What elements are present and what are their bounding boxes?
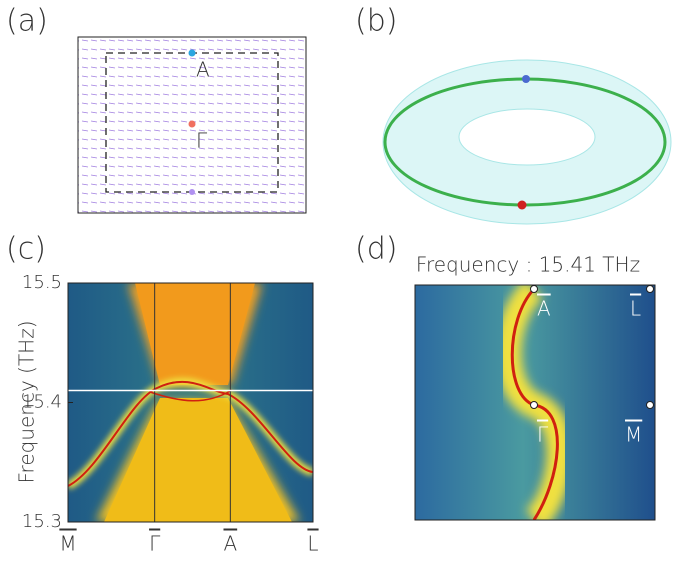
panel-label: (a) <box>6 4 48 39</box>
panel-label: (b) <box>355 4 397 39</box>
point <box>522 75 530 83</box>
x-tick-label: L <box>307 532 318 556</box>
x-tick-label: A <box>223 532 237 556</box>
map-title: Frequency : 15.41 THz <box>416 253 640 277</box>
y-tick-label: 15.3 <box>22 511 62 532</box>
point-label: A <box>537 297 551 321</box>
point-label: M <box>625 423 642 447</box>
band-map <box>68 283 313 522</box>
y-tick-label: 15.4 <box>22 392 62 413</box>
panel-label: (d) <box>355 232 397 267</box>
point <box>518 201 527 210</box>
torus-hole <box>459 109 595 165</box>
figure: (a) A Γ (b) (c) Frequency (THz) 15.315.4… <box>0 0 684 562</box>
y-tick-label: 15.5 <box>22 272 62 293</box>
point-label: Γ <box>196 129 208 153</box>
point-a <box>189 50 196 57</box>
point-label: A <box>196 58 210 82</box>
x-tick-label: Γ <box>149 532 161 556</box>
point-label: Γ <box>537 423 549 447</box>
panel-label: (c) <box>6 232 46 267</box>
point-label: L <box>630 297 641 321</box>
point <box>189 189 195 195</box>
point-gamma <box>189 121 196 128</box>
x-tick-label: M <box>59 532 76 556</box>
